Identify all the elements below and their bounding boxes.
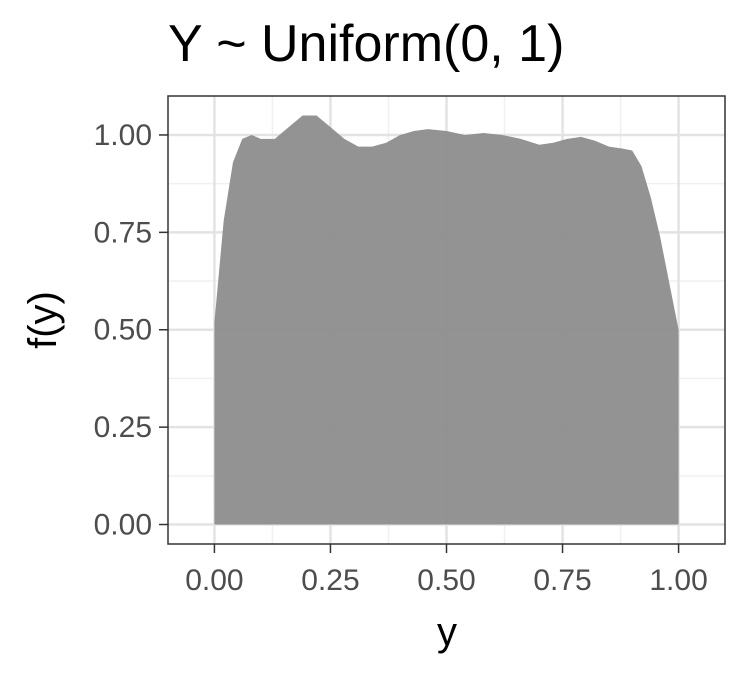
y-axis-label: f(y) xyxy=(21,291,65,349)
x-axis-label: y xyxy=(437,610,457,654)
density-area xyxy=(214,115,679,525)
y-tick-label: 0.75 xyxy=(94,216,152,249)
x-tick-label: 0.25 xyxy=(301,564,359,597)
x-tick-label: 1.00 xyxy=(649,564,707,597)
x-tick-label: 0.75 xyxy=(533,564,591,597)
x-tick-label: 0.00 xyxy=(185,564,243,597)
y-tick-label: 1.00 xyxy=(94,119,152,152)
x-tick-label: 0.50 xyxy=(417,564,475,597)
y-tick-label: 0.25 xyxy=(94,411,152,444)
chart-title: Y ~ Uniform(0, 1) xyxy=(168,15,565,73)
y-tick-label: 0.00 xyxy=(94,509,152,542)
y-tick-label: 0.50 xyxy=(94,314,152,347)
axes: 0.00 0.25 0.50 0.75 1.00 0.00 0.25 0.50 0.75 1.00 xyxy=(94,119,708,597)
